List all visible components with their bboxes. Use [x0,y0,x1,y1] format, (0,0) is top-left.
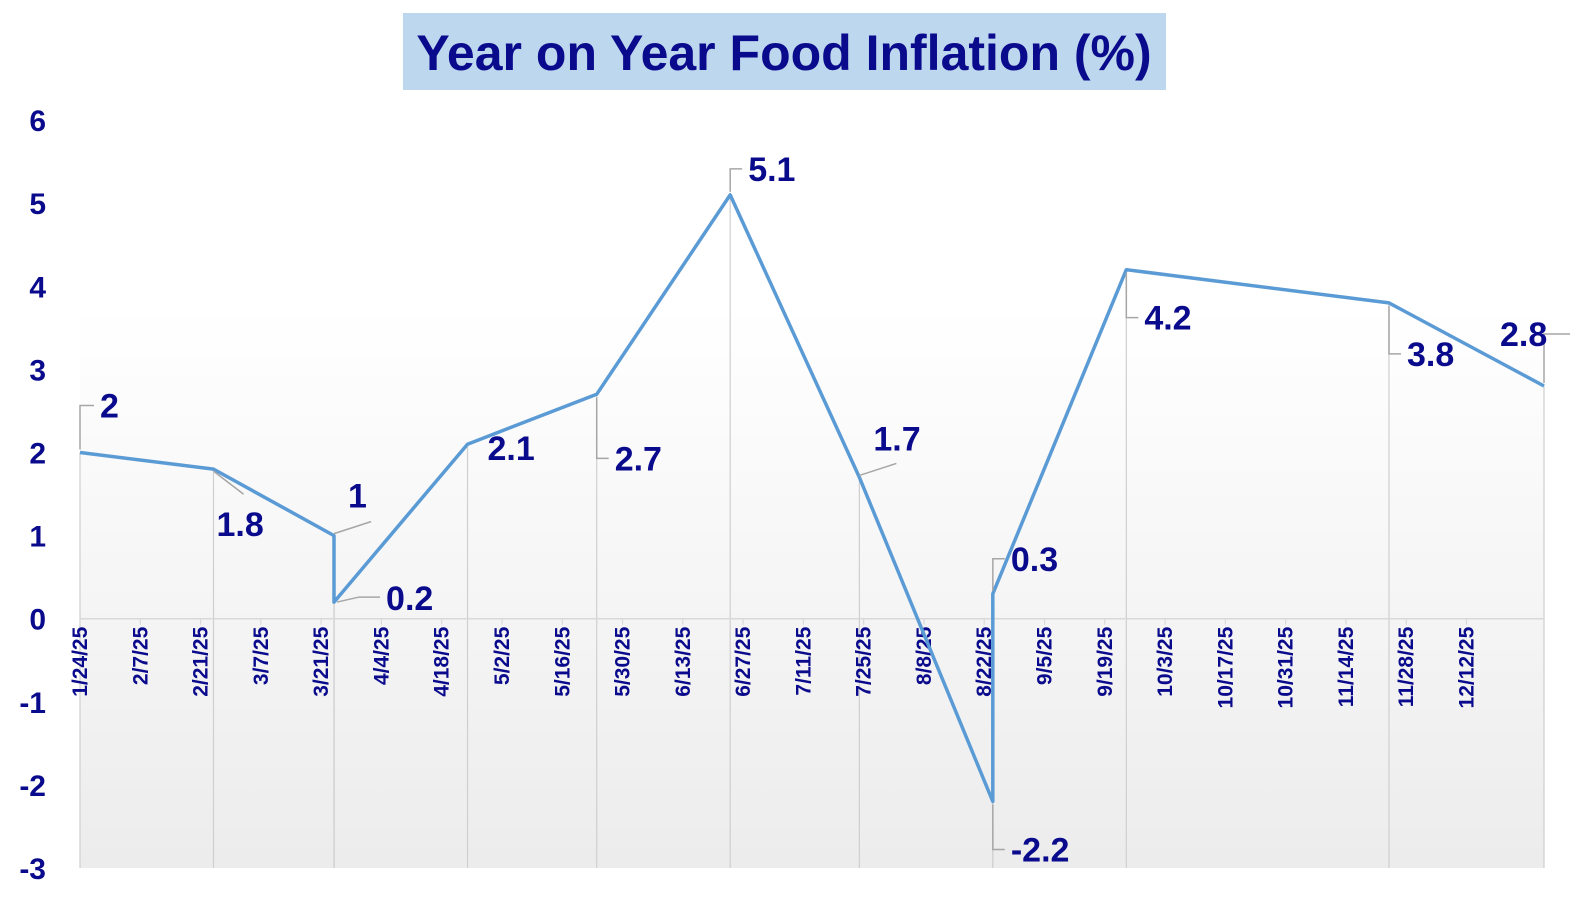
x-tick-label: 5/2/25 [491,626,514,685]
y-axis-ticks: 6 5 4 3 2 1 0 -1 -2 -3 [19,105,46,886]
data-label: 2 [100,388,119,426]
x-axis: 1/24/25 2/7/25 2/21/25 3/7/25 3/21/25 4/4/25 4… [69,617,1544,708]
leader-line [79,404,94,450]
leader-line [1388,305,1401,355]
x-tick-label: 1/24/25 [69,626,92,696]
leader-line [1125,272,1139,319]
data-label: 2.8 [1500,316,1547,354]
x-tick-label: 10/17/25 [1214,626,1237,708]
data-label: -2.2 [1011,832,1070,870]
x-tick-label: 4/18/25 [431,626,454,696]
x-tick-label: 6/13/25 [672,626,695,696]
x-tick-label: 8/8/25 [913,626,936,685]
y-tick-label: -1 [19,687,46,720]
chart-title-text: Year on Year Food Inflation (%) [416,25,1151,81]
data-label: 1.8 [216,506,263,544]
leader-line [992,804,1005,851]
leader-line [729,168,743,192]
y-tick-label: 3 [29,354,46,387]
leader-line [859,462,897,477]
series [79,193,1545,804]
leader-line [213,470,244,495]
data-label: 3.8 [1407,336,1454,374]
y-tick-label: 4 [29,271,46,304]
y-tick-label: -3 [19,853,46,886]
x-tick-label: 2/21/25 [190,626,213,696]
series-line [79,193,1545,804]
data-label: 0.3 [1011,541,1058,579]
x-tick-label: 10/31/25 [1275,626,1298,708]
y-tick-label: 1 [29,521,46,554]
data-label: 0.2 [386,580,433,618]
x-tick-label: 9/19/25 [1094,626,1117,696]
leader-line [595,397,609,460]
x-tick-label: 5/30/25 [612,626,635,696]
plot-area [80,120,1544,868]
leader-line [1543,333,1570,384]
y-tick-label: 2 [29,438,46,471]
y-tick-label: 0 [29,604,46,637]
x-tick-label: 6/27/25 [732,626,755,696]
x-tick-label: 4/4/25 [370,626,393,685]
x-tick-label: 7/25/25 [853,626,876,696]
x-tick-label: 9/5/25 [1034,626,1057,685]
x-tick-label: 11/28/25 [1395,626,1418,707]
x-tick-label: 3/7/25 [250,626,273,685]
data-labels: 2 1.8 1 0.2 2.1 2.7 5.1 1.7 -2.2 0.3 4.2 3.8 2.8 [79,151,1570,870]
data-label: 2.1 [488,430,535,468]
y-tick-label: -2 [19,770,46,803]
leader-line [336,596,381,603]
data-label: 5.1 [748,151,795,189]
data-label: 1.7 [873,420,920,458]
y-tick-label: 6 [29,105,46,138]
x-tick-label: 11/14/25 [1335,626,1358,707]
data-label: 2.7 [615,440,662,478]
y-tick-label: 5 [29,188,46,221]
x-tick-label: 3/21/25 [310,626,333,696]
chart-title-box [403,13,1166,90]
x-tick-label: 7/11/25 [792,626,815,695]
x-tick-label: 2/7/25 [129,626,152,685]
chart-title: Year on Year Food Inflation (%) [403,13,1166,90]
data-label: 1 [348,478,367,516]
x-tick-label: 12/12/25 [1455,626,1478,708]
x-tick-label: 8/22/25 [973,626,996,696]
data-label: 4.2 [1144,300,1191,338]
leader-line [333,520,372,535]
leader-line [992,558,1005,591]
x-tick-label: 5/16/25 [551,626,574,696]
x-tick-label: 10/3/25 [1154,626,1177,696]
